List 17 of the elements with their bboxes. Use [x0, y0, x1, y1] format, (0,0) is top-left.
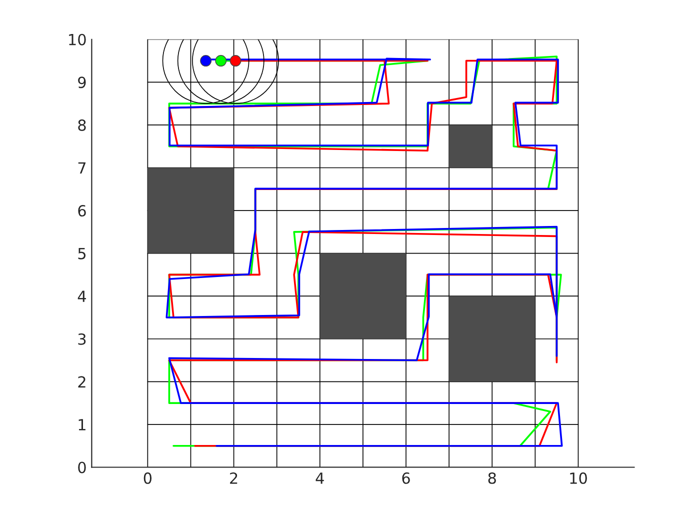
y-tick-label: 9	[78, 76, 86, 88]
y-tick-label: 3	[78, 333, 86, 345]
y-tick-label: 5	[78, 248, 86, 260]
y-tick-label: 0	[78, 462, 86, 474]
x-tick-label: 0	[144, 472, 152, 484]
x-tick-label: 4	[316, 472, 324, 484]
y-tick-label: 10	[69, 34, 86, 46]
x-tick-label: 10	[570, 472, 587, 484]
y-tick-label: 8	[78, 119, 86, 131]
x-tick-label: 8	[488, 472, 496, 484]
y-tick-label: 2	[78, 376, 86, 388]
x-tick-label: 6	[402, 472, 410, 484]
y-tick-label: 4	[78, 290, 86, 302]
x-tick-label: 2	[230, 472, 238, 484]
y-tick-label: 1	[78, 419, 86, 430]
y-tick-label: 6	[78, 204, 86, 217]
y-tick-label: 7	[78, 162, 86, 174]
